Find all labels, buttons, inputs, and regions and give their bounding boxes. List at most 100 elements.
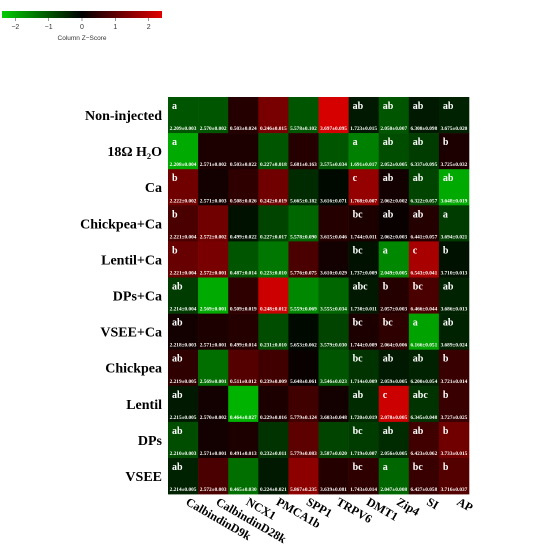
significance-letter: ab [413, 173, 424, 184]
cell-value-label: 5.665±0.182 [290, 198, 317, 204]
cell-value-label: 0.231±0.010 [260, 343, 287, 349]
significance-letter: b [443, 245, 449, 256]
cell-value-label: 0.511±0.012 [230, 379, 257, 385]
cell-value-label: 2.062±0.003 [380, 234, 407, 240]
cell-value-label: 6.308±0.098 [410, 126, 437, 132]
legend-tick-label: 2 [147, 24, 151, 31]
significance-letter: b [172, 209, 178, 220]
cell-value-label: 2.571±0.003 [200, 198, 227, 204]
cell-value-label: 0.232±0.011 [260, 451, 287, 457]
significance-letter: ab [172, 282, 183, 293]
significance-letter: ab [413, 137, 424, 148]
cell-value-label: 5.653±0.062 [290, 343, 317, 349]
cell-value-label: 0.499±0.014 [230, 343, 257, 349]
row-label: DPs+Ca [113, 290, 162, 305]
cell-value-label: 0.487±0.014 [230, 271, 257, 277]
significance-letter: bc [353, 245, 364, 256]
significance-letter: ab [383, 101, 394, 112]
cell-value-label: 0.248±0.012 [260, 307, 287, 313]
cell-value-label: 3.675±0.020 [441, 126, 468, 132]
cell-value-label: 5.779±0.124 [290, 415, 317, 421]
significance-letter: ab [443, 101, 454, 112]
legend-tick-label: −1 [45, 24, 53, 31]
cell-value-label: 6.337±0.095 [410, 162, 437, 168]
significance-letter: abc [353, 282, 369, 293]
cell-value-label: 1.714±0.009 [350, 379, 377, 385]
cell-value-label: 3.579±0.030 [320, 343, 347, 349]
cell-value-label: 1.723±0.015 [350, 126, 377, 132]
cell-value-label: 3.689±0.024 [441, 343, 468, 349]
cell-value-label: 3.610±0.029 [320, 271, 347, 277]
cell-value-label: 3.615±0.046 [320, 234, 347, 240]
significance-letter: ab [413, 426, 424, 437]
cell-value-label: 5.776±0.075 [290, 271, 317, 277]
cell-value-label: 6.166±0.051 [410, 343, 437, 349]
cell-value-label: 1.691±0.017 [350, 162, 377, 168]
cell-value-label: 2.057±0.003 [380, 307, 407, 313]
cell-value-label: 3.546±0.023 [320, 379, 347, 385]
cell-value-label: 6.345±0.048 [410, 415, 437, 421]
cell-value-label: 2.572±0.003 [200, 487, 227, 493]
cell-value-label: 1.730±0.011 [350, 307, 377, 313]
significance-letter: ab [413, 101, 424, 112]
cell-value-label: 2.214±0.004 [170, 307, 197, 313]
significance-letter: b [443, 426, 449, 437]
color-scale-title: Column Z−Score [58, 35, 107, 42]
cell-value-label: 1.768±0.007 [350, 198, 377, 204]
cell-value-label: 2.062±0.002 [380, 198, 407, 204]
cell-value-label: 3.616±0.071 [320, 198, 347, 204]
cell-value-label: 2.571±0.002 [200, 162, 227, 168]
cell-value-label: 3.686±0.013 [441, 307, 468, 313]
cell-value-label: 2.571±0.001 [200, 451, 227, 457]
cell-value-label: 2.572±0.002 [200, 234, 227, 240]
row-label: Lentil+Ca [101, 253, 162, 268]
cell-value-label: 0.508±0.026 [230, 198, 257, 204]
cell-value-label: 3.697±0.095 [320, 126, 347, 132]
significance-letter: abc [413, 390, 429, 401]
significance-letter: ab [413, 209, 424, 220]
cell-value-label: 5.578±0.090 [290, 234, 317, 240]
cell-value-label: 2.219±0.005 [170, 379, 197, 385]
significance-letter: bc [353, 318, 364, 329]
cell-value-label: 2.572±0.001 [200, 271, 227, 277]
cell-value-label: 2.047±0.008 [380, 487, 407, 493]
significance-letter: a [383, 462, 388, 473]
cell-value-label: 1.744±0.009 [350, 343, 377, 349]
row-label: Chickpea [105, 362, 162, 377]
cell-value-label: 2.569±0.001 [200, 307, 227, 313]
row-label: Non-injected [85, 109, 162, 124]
cell-value-label: 2.569±0.001 [200, 379, 227, 385]
cell-value-label: 5.867±0.235 [290, 487, 317, 493]
cell-value-label: 5.681±0.163 [290, 162, 317, 168]
row-label: VSEE+Ca [100, 326, 162, 341]
significance-letter: ab [383, 354, 394, 365]
color-scale-bar [2, 11, 162, 18]
cell-value-label: 2.570±0.002 [200, 126, 227, 132]
cell-value-label: 5.559±0.069 [290, 307, 317, 313]
row-label: Chickpea+Ca [80, 217, 162, 232]
significance-letter: ab [172, 318, 183, 329]
cell-value-label: 3.639±0.081 [320, 487, 347, 493]
cell-value-label: 0.503±0.024 [230, 126, 257, 132]
cell-value-label: 5.779±0.083 [290, 451, 317, 457]
significance-letter: b [443, 354, 449, 365]
row-label: 18Ω H₂O [107, 145, 162, 160]
row-label: VSEE [125, 470, 162, 485]
column-label: SI [424, 495, 441, 513]
significance-letter: a [353, 137, 358, 148]
significance-letter: ab [383, 426, 394, 437]
significance-letter: ab [172, 462, 183, 473]
cell-value-label: 3.587±0.020 [320, 451, 347, 457]
significance-letter: b [443, 137, 449, 148]
cell-value-label: 3.727±0.025 [441, 415, 468, 421]
cell-value-label: 2.059±0.005 [380, 379, 407, 385]
column-label: AP [454, 495, 475, 515]
cell-value-label: 2.210±0.003 [170, 451, 197, 457]
row-label: Lentil [126, 398, 162, 413]
cell-value-label: 0.499±0.022 [230, 234, 257, 240]
cell-value-label: 2.221±0.004 [170, 234, 197, 240]
cell-value-label: 0.227±0.017 [260, 234, 287, 240]
cell-value-label: 0.224±0.021 [260, 487, 287, 493]
cell-value-label: 3.648±0.019 [441, 198, 468, 204]
